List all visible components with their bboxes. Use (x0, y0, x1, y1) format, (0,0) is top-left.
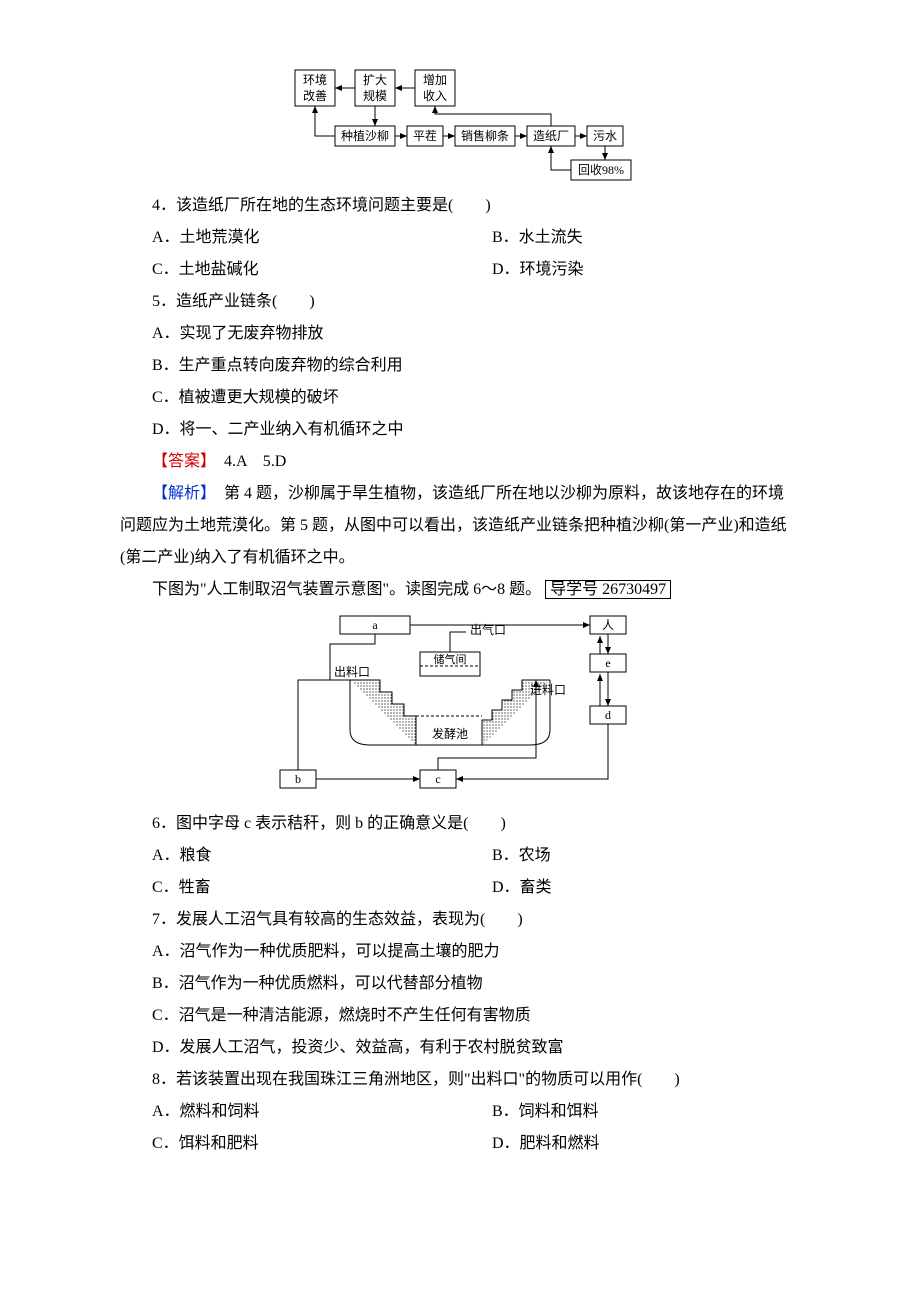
svg-text:d: d (605, 708, 611, 722)
q8-opt-a: A．燃料和饲料 (120, 1096, 460, 1128)
svg-text:人: 人 (602, 618, 614, 632)
q5-opt-a: A．实现了无废弃物排放 (120, 318, 800, 350)
svg-text:储气间: 储气间 (434, 652, 467, 666)
q5-stem-prefix: 5．造纸产业链条( (152, 293, 277, 310)
diagram-1: 环境改善 扩大规模 增加收入 种植沙柳 平茬 销售柳条 造纸厂 污水 回收98% (120, 64, 800, 182)
diagram-2: a 人 e d b c 出气口 储气间 出料口 进料口 发酵池 (120, 610, 800, 800)
svg-text:种植沙柳: 种植沙柳 (341, 128, 389, 143)
q8-row-ab: A．燃料和饲料 B．饲料和饵料 (120, 1096, 800, 1128)
q8-stem: 8．若该装置出现在我国珠江三角洲地区，则"出料口"的物质可以用作( ) (120, 1064, 800, 1096)
answer-45-label: 【答案】 (152, 453, 208, 470)
q6-stem-suffix: ) (500, 815, 505, 832)
q8-stem-suffix: ) (674, 1071, 679, 1088)
svg-text:规模: 规模 (363, 88, 387, 103)
q6-row-cd: C．牲畜 D．畜类 (120, 872, 800, 904)
svg-text:污水: 污水 (593, 129, 617, 143)
svg-text:销售柳条: 销售柳条 (461, 128, 509, 143)
q5-opt-d: D．将一、二产业纳入有机循环之中 (120, 414, 800, 446)
q8-opt-d: D．肥料和燃料 (460, 1128, 800, 1160)
svg-text:出料口: 出料口 (334, 665, 370, 679)
q8-opt-b: B．饲料和饵料 (460, 1096, 800, 1128)
intro-68: 下图为"人工制取沼气装置示意图"。读图完成 6～8 题。 导学号 2673049… (120, 574, 800, 606)
q4-opt-b: B．水土流失 (460, 222, 800, 254)
q4-row-cd: C．土地盐碱化 D．环境污染 (120, 254, 800, 286)
q6-opt-b: B．农场 (460, 840, 800, 872)
q7-opt-c: C．沼气是一种清洁能源，燃烧时不产生任何有害物质 (120, 1000, 800, 1032)
q6-opt-d: D．畜类 (460, 872, 800, 904)
svg-text:出气口: 出气口 (470, 622, 506, 637)
q8-opt-c: C．饵料和肥料 (120, 1128, 460, 1160)
svg-text:e: e (605, 656, 610, 670)
flowchart-paper-industry: 环境改善 扩大规模 增加收入 种植沙柳 平茬 销售柳条 造纸厂 污水 回收98% (285, 64, 635, 182)
svg-text:b: b (295, 772, 301, 786)
svg-text:c: c (435, 772, 440, 786)
q5-opt-c: C．植被遭更大规模的破坏 (120, 382, 800, 414)
q5-stem: 5．造纸产业链条( ) (120, 286, 800, 318)
q7-stem-prefix: 7．发展人工沼气具有较高的生态效益，表现为( (152, 911, 485, 928)
biogas-diagram: a 人 e d b c 出气口 储气间 出料口 进料口 发酵池 (270, 610, 650, 800)
q8-stem-prefix: 8．若该装置出现在我国珠江三角洲地区，则"出料口"的物质可以用作( (152, 1071, 642, 1088)
q4-stem: 4．该造纸厂所在地的生态环境问题主要是( ) (120, 190, 800, 222)
q4-opt-c: C．土地盐碱化 (120, 254, 460, 286)
q6-opt-c: C．牲畜 (120, 872, 460, 904)
explanation-45-label: 【解析】 (152, 485, 208, 502)
svg-text:改善: 改善 (303, 88, 327, 103)
q4-row-ab: A．土地荒漠化 B．水土流失 (120, 222, 800, 254)
intro-68-text: 下图为"人工制取沼气装置示意图"。读图完成 6～8 题。 (152, 581, 541, 598)
q6-opt-a: A．粮食 (120, 840, 460, 872)
q7-opt-a: A．沼气作为一种优质肥料，可以提高土壤的肥力 (120, 936, 800, 968)
svg-text:发酵池: 发酵池 (432, 726, 468, 741)
q6-row-ab: A．粮食 B．农场 (120, 840, 800, 872)
q5-opt-b: B．生产重点转向废弃物的综合利用 (120, 350, 800, 382)
q6-stem: 6．图中字母 c 表示秸秆，则 b 的正确意义是( ) (120, 808, 800, 840)
svg-text:造纸厂: 造纸厂 (533, 129, 569, 143)
q8-row-cd: C．饵料和肥料 D．肥料和燃料 (120, 1128, 800, 1160)
svg-text:增加: 增加 (423, 73, 447, 87)
answer-45: 【答案】 4.A 5.D (120, 446, 800, 478)
study-number-box: 导学号 26730497 (545, 580, 671, 599)
q4-opt-d: D．环境污染 (460, 254, 800, 286)
explanation-45: 【解析】 第 4 题，沙柳属于旱生植物，该造纸厂所在地以沙柳为原料，故该地存在的… (120, 478, 800, 574)
q5-stem-suffix: ) (309, 293, 314, 310)
q4-stem-suffix: ) (485, 197, 490, 214)
answer-45-text: 4.A 5.D (208, 453, 286, 470)
svg-text:收入: 收入 (423, 89, 447, 103)
svg-text:回收98%: 回收98% (578, 163, 624, 177)
svg-text:平茬: 平茬 (413, 129, 437, 143)
q4-opt-a: A．土地荒漠化 (120, 222, 460, 254)
svg-text:进料口: 进料口 (530, 683, 566, 697)
q7-opt-d: D．发展人工沼气，投资少、效益高，有利于农村脱贫致富 (120, 1032, 800, 1064)
svg-text:环境: 环境 (303, 72, 327, 87)
q4-stem-prefix: 4．该造纸厂所在地的生态环境问题主要是( (152, 197, 453, 214)
svg-text:a: a (372, 618, 378, 632)
q7-stem-suffix: ) (517, 911, 522, 928)
q6-stem-prefix: 6．图中字母 c 表示秸秆，则 b 的正确意义是( (152, 815, 468, 832)
explanation-45-text: 第 4 题，沙柳属于旱生植物，该造纸厂所在地以沙柳为原料，故该地存在的环境问题应… (120, 485, 787, 566)
q7-stem: 7．发展人工沼气具有较高的生态效益，表现为( ) (120, 904, 800, 936)
q7-opt-b: B．沼气作为一种优质燃料，可以代替部分植物 (120, 968, 800, 1000)
svg-text:扩大: 扩大 (363, 73, 387, 87)
